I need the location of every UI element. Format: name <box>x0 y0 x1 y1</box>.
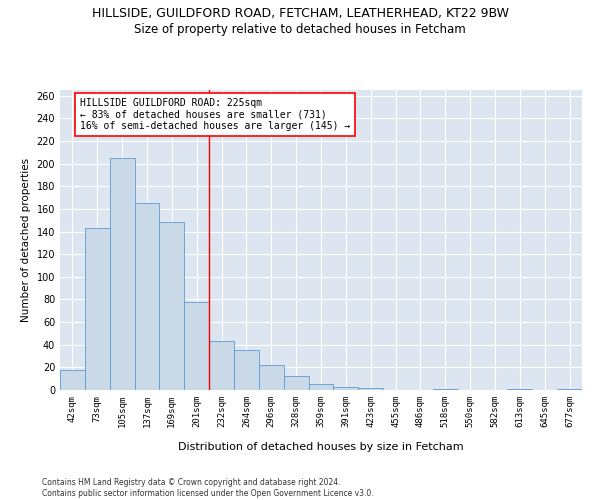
Bar <box>508 389 532 390</box>
Bar <box>60 370 85 390</box>
Bar <box>557 389 582 390</box>
Bar <box>308 384 334 390</box>
Bar <box>259 365 284 390</box>
Bar <box>134 203 160 390</box>
Bar <box>433 389 458 390</box>
Bar <box>160 222 184 390</box>
Bar <box>334 386 358 390</box>
Bar <box>209 342 234 390</box>
Bar <box>85 228 110 390</box>
Bar <box>110 158 134 390</box>
Text: Distribution of detached houses by size in Fetcham: Distribution of detached houses by size … <box>178 442 464 452</box>
Bar <box>234 350 259 390</box>
Text: HILLSIDE, GUILDFORD ROAD, FETCHAM, LEATHERHEAD, KT22 9BW: HILLSIDE, GUILDFORD ROAD, FETCHAM, LEATH… <box>91 8 509 20</box>
Text: Contains HM Land Registry data © Crown copyright and database right 2024.
Contai: Contains HM Land Registry data © Crown c… <box>42 478 374 498</box>
Bar <box>358 388 383 390</box>
Text: Size of property relative to detached houses in Fetcham: Size of property relative to detached ho… <box>134 22 466 36</box>
Bar <box>284 376 308 390</box>
Y-axis label: Number of detached properties: Number of detached properties <box>21 158 31 322</box>
Text: HILLSIDE GUILDFORD ROAD: 225sqm
← 83% of detached houses are smaller (731)
16% o: HILLSIDE GUILDFORD ROAD: 225sqm ← 83% of… <box>80 98 350 131</box>
Bar <box>184 302 209 390</box>
